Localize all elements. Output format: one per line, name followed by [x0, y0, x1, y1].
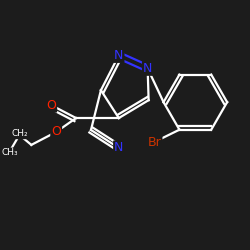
- Text: N: N: [143, 62, 152, 75]
- Text: N: N: [114, 141, 124, 154]
- Text: CH₂: CH₂: [11, 130, 28, 138]
- Text: O: O: [51, 126, 61, 138]
- Text: Br: Br: [148, 136, 162, 149]
- Text: N: N: [114, 49, 124, 62]
- Text: O: O: [46, 98, 56, 112]
- Text: CH₃: CH₃: [1, 148, 18, 157]
